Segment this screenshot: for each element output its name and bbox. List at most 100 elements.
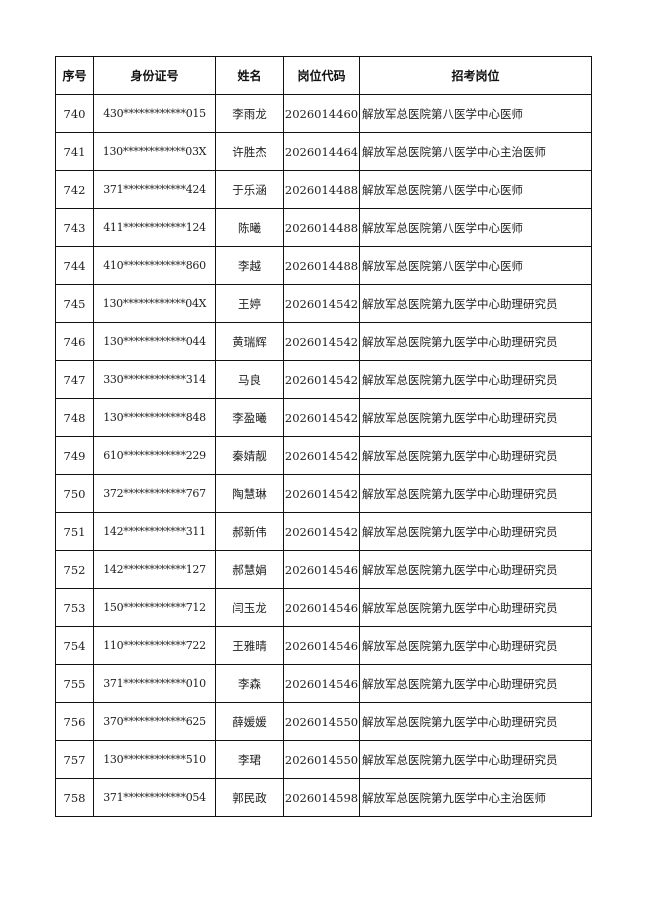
- name-cell: 李珺: [215, 740, 284, 779]
- position-code-cell: 2026014546: [283, 588, 360, 627]
- header-serial: 序号: [55, 56, 94, 95]
- name-cell: 王婷: [215, 284, 284, 323]
- id-number-cell: 411************124: [93, 208, 216, 247]
- position-code-cell: 2026014598: [283, 778, 360, 817]
- serial-cell: 740: [55, 94, 94, 133]
- name-cell: 李越: [215, 246, 284, 285]
- position-code-cell: 2026014488: [283, 170, 360, 209]
- position-cell: 解放军总医院第九医学中心助理研究员: [359, 436, 592, 475]
- position-code-cell: 2026014542: [283, 512, 360, 551]
- serial-cell: 758: [55, 778, 94, 817]
- position-code-cell: 2026014542: [283, 360, 360, 399]
- position-cell: 解放军总医院第九医学中心主治医师: [359, 778, 592, 817]
- position-cell: 解放军总医院第八医学中心医师: [359, 246, 592, 285]
- name-cell: 李雨龙: [215, 94, 284, 133]
- position-code-cell: 2026014464: [283, 132, 360, 171]
- position-cell: 解放军总医院第九医学中心助理研究员: [359, 474, 592, 513]
- id-number-cell: 130************044: [93, 322, 216, 361]
- name-cell: 马良: [215, 360, 284, 399]
- table-row: 756 370************625 薛媛媛 2026014550 解放军总医院…: [55, 702, 592, 741]
- position-code-cell: 2026014460: [283, 94, 360, 133]
- id-number-cell: 430************015: [93, 94, 216, 133]
- serial-cell: 743: [55, 208, 94, 247]
- position-code-cell: 2026014542: [283, 436, 360, 475]
- id-number-cell: 371************424: [93, 170, 216, 209]
- id-number-cell: 370************625: [93, 702, 216, 741]
- id-number-cell: 142************311: [93, 512, 216, 551]
- table-row: 748 130************848 李盈曦 2026014542 解放军总医院…: [55, 398, 592, 437]
- table-row: 758 371************054 郭民政 2026014598 解放军总医院…: [55, 778, 592, 817]
- serial-cell: 754: [55, 626, 94, 665]
- position-cell: 解放军总医院第九医学中心助理研究员: [359, 512, 592, 551]
- name-cell: 黄瑞辉: [215, 322, 284, 361]
- position-cell: 解放军总医院第八医学中心医师: [359, 94, 592, 133]
- serial-cell: 744: [55, 246, 94, 285]
- serial-cell: 752: [55, 550, 94, 589]
- table-row: 753 150************712 闫玉龙 2026014546 解放军总医院…: [55, 588, 592, 627]
- position-code-cell: 2026014550: [283, 702, 360, 741]
- serial-cell: 748: [55, 398, 94, 437]
- serial-cell: 746: [55, 322, 94, 361]
- position-code-cell: 2026014542: [283, 398, 360, 437]
- serial-cell: 757: [55, 740, 94, 779]
- table-row: 752 142************127 郝慧娟 2026014546 解放军总医院…: [55, 550, 592, 589]
- name-cell: 李盈曦: [215, 398, 284, 437]
- table-row: 757 130************510 李珺 2026014550 解放军总医院第…: [55, 740, 592, 779]
- table-row: 742 371************424 于乐涵 2026014488 解放军总医院…: [55, 170, 592, 209]
- position-code-cell: 2026014546: [283, 664, 360, 703]
- position-cell: 解放军总医院第八医学中心医师: [359, 170, 592, 209]
- name-cell: 许胜杰: [215, 132, 284, 171]
- id-number-cell: 130************510: [93, 740, 216, 779]
- position-cell: 解放军总医院第九医学中心助理研究员: [359, 740, 592, 779]
- name-cell: 郝新伟: [215, 512, 284, 551]
- id-number-cell: 330************314: [93, 360, 216, 399]
- position-code-cell: 2026014488: [283, 246, 360, 285]
- serial-cell: 756: [55, 702, 94, 741]
- header-row: 序号 身份证号 姓名 岗位代码 招考岗位: [55, 56, 592, 95]
- name-cell: 郝慧娟: [215, 550, 284, 589]
- table-row: 750 372************767 陶慧琳 2026014542 解放军总医院…: [55, 474, 592, 513]
- table-row: 743 411************124 陈曦 2026014488 解放军总医院第…: [55, 208, 592, 247]
- table-row: 740 430************015 李雨龙 2026014460 解放军总医院…: [55, 94, 592, 133]
- position-cell: 解放军总医院第九医学中心助理研究员: [359, 626, 592, 665]
- position-code-cell: 2026014546: [283, 626, 360, 665]
- id-number-cell: 150************712: [93, 588, 216, 627]
- id-number-cell: 130************03X: [93, 132, 216, 171]
- position-code-cell: 2026014546: [283, 550, 360, 589]
- position-code-cell: 2026014542: [283, 284, 360, 323]
- position-cell: 解放军总医院第八医学中心主治医师: [359, 132, 592, 171]
- position-cell: 解放军总医院第九医学中心助理研究员: [359, 664, 592, 703]
- id-number-cell: 610************229: [93, 436, 216, 475]
- position-cell: 解放军总医院第八医学中心医师: [359, 208, 592, 247]
- position-cell: 解放军总医院第九医学中心助理研究员: [359, 398, 592, 437]
- name-cell: 陶慧琳: [215, 474, 284, 513]
- table-row: 751 142************311 郝新伟 2026014542 解放军总医院…: [55, 512, 592, 551]
- position-code-cell: 2026014550: [283, 740, 360, 779]
- id-number-cell: 372************767: [93, 474, 216, 513]
- id-number-cell: 371************010: [93, 664, 216, 703]
- id-number-cell: 142************127: [93, 550, 216, 589]
- serial-cell: 742: [55, 170, 94, 209]
- serial-cell: 755: [55, 664, 94, 703]
- position-cell: 解放军总医院第九医学中心助理研究员: [359, 702, 592, 741]
- position-cell: 解放军总医院第九医学中心助理研究员: [359, 284, 592, 323]
- table-row: 755 371************010 李森 2026014546 解放军总医院第…: [55, 664, 592, 703]
- position-code-cell: 2026014488: [283, 208, 360, 247]
- id-number-cell: 371************054: [93, 778, 216, 817]
- id-number-cell: 110************722: [93, 626, 216, 665]
- table-row: 754 110************722 王雅晴 2026014546 解放军总医院…: [55, 626, 592, 665]
- position-code-cell: 2026014542: [283, 474, 360, 513]
- id-number-cell: 410************860: [93, 246, 216, 285]
- table-row: 745 130************04X 王婷 2026014542 解放军总医院第…: [55, 284, 592, 323]
- table-row: 744 410************860 李越 2026014488 解放军总医院第…: [55, 246, 592, 285]
- name-cell: 陈曦: [215, 208, 284, 247]
- serial-cell: 750: [55, 474, 94, 513]
- name-cell: 李森: [215, 664, 284, 703]
- serial-cell: 745: [55, 284, 94, 323]
- table-row: 749 610************229 秦婧靓 2026014542 解放军总医院…: [55, 436, 592, 475]
- serial-cell: 753: [55, 588, 94, 627]
- id-number-cell: 130************04X: [93, 284, 216, 323]
- position-cell: 解放军总医院第九医学中心助理研究员: [359, 360, 592, 399]
- table-row: 746 130************044 黄瑞辉 2026014542 解放军总医院…: [55, 322, 592, 361]
- position-code-cell: 2026014542: [283, 322, 360, 361]
